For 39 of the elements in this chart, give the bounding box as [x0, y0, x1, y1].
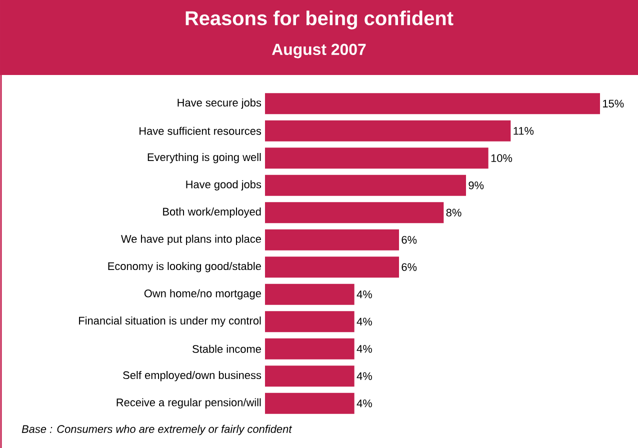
y-tick-label: Have sufficient resources	[140, 126, 262, 135]
data-label: 6%	[402, 263, 417, 271]
bar	[265, 256, 400, 278]
y-tick-label: Financial situation is under my control	[79, 316, 261, 327]
data-label: 4%	[356, 345, 372, 353]
bar	[265, 284, 354, 305]
y-tick-label: Self employed/own business	[123, 371, 262, 382]
bar	[265, 311, 354, 332]
bar	[265, 174, 466, 196]
bar	[265, 202, 444, 224]
data-label: 4%	[356, 318, 372, 326]
data-label: 6%	[402, 236, 417, 244]
bar	[265, 229, 400, 250]
y-tick-label: Have good jobs	[186, 180, 262, 190]
text: Base : Consumers who are extremely or fairly confident	[22, 424, 292, 436]
data-label: 4%	[356, 290, 372, 298]
data-label: 8%	[446, 208, 462, 216]
data-label: 15%	[603, 100, 624, 108]
y-tick-label: Everything is going well	[148, 153, 261, 164]
y-tick-label: Have secure jobs	[178, 98, 262, 109]
data-label: 11%	[514, 127, 534, 135]
bar	[265, 392, 354, 414]
chart-subtitle: August 2007	[272, 44, 366, 58]
y-tick-label: Stable income	[192, 344, 261, 353]
bar	[265, 93, 600, 114]
bar	[265, 120, 511, 142]
bar	[265, 338, 354, 360]
data-label: 4%	[356, 372, 372, 380]
bar	[265, 366, 354, 387]
y-tick-label: We have put plans into place	[121, 234, 261, 245]
y-tick-label: Receive a regular pension/will	[116, 398, 261, 408]
y-tick-label: Both work/employed	[163, 208, 261, 218]
y-tick-label: Own home/no mortgage	[144, 289, 261, 300]
data-label: 9%	[468, 181, 484, 190]
y-tick-label: Economy is looking good/stable	[108, 262, 261, 272]
chart-title: Reasons for being confident	[186, 10, 454, 30]
data-label: 10%	[491, 154, 512, 162]
bar	[265, 148, 488, 169]
data-label: 4%	[356, 400, 372, 408]
